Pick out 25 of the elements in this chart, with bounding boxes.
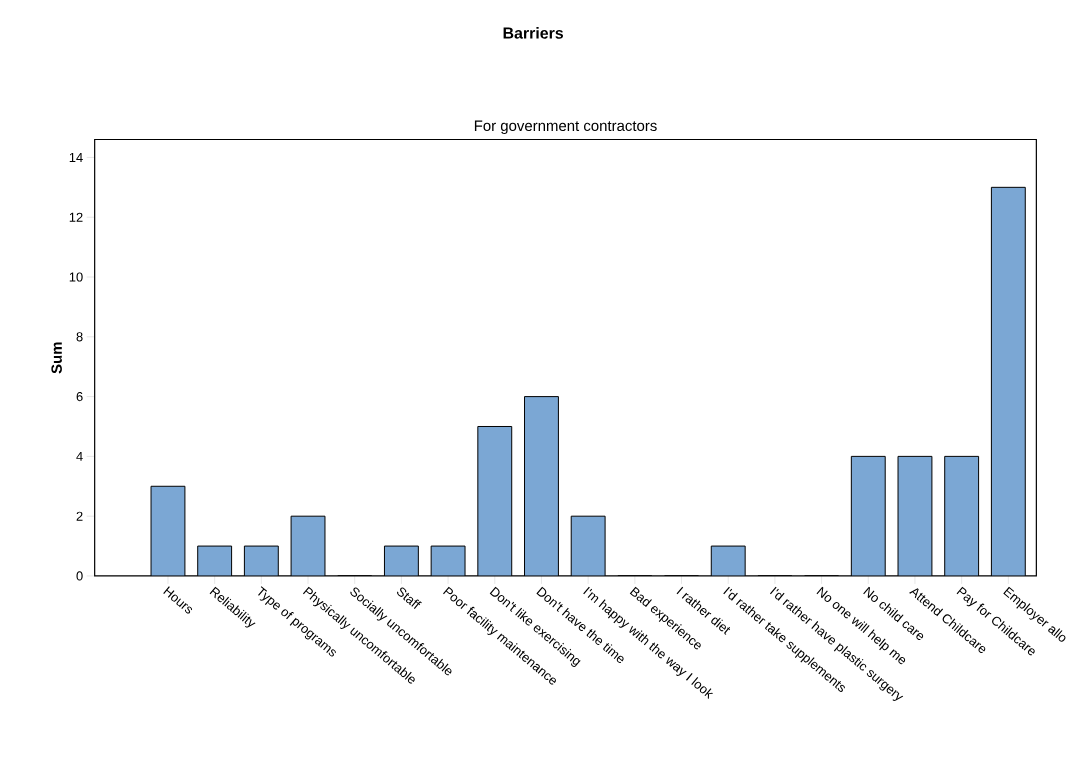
bar bbox=[477, 426, 512, 576]
y-tick-label: 4 bbox=[76, 451, 83, 461]
y-tick-label: 12 bbox=[69, 212, 83, 222]
bar bbox=[291, 516, 325, 576]
bar bbox=[711, 545, 746, 576]
y-tick-label: 10 bbox=[69, 272, 83, 282]
chart-subtitle: For government contractors bbox=[474, 120, 657, 134]
y-tick-label: 2 bbox=[76, 511, 83, 521]
y-axis-title: Sum bbox=[51, 342, 62, 374]
chart-title: Barriers bbox=[503, 26, 564, 39]
y-tick-label: 6 bbox=[76, 391, 83, 402]
bar bbox=[944, 456, 979, 576]
y-tick-label: 14 bbox=[69, 152, 83, 162]
y-tick-label: 8 bbox=[76, 332, 83, 342]
bar bbox=[384, 545, 419, 576]
x-tick-label: Staff bbox=[397, 587, 422, 609]
bar bbox=[571, 516, 606, 576]
bar bbox=[197, 545, 232, 576]
bar bbox=[151, 486, 185, 576]
bar bbox=[898, 456, 932, 576]
bar bbox=[524, 396, 559, 576]
bar bbox=[244, 545, 279, 576]
bar bbox=[851, 456, 886, 576]
bar bbox=[990, 186, 1026, 576]
y-tick-label: 0 bbox=[76, 571, 83, 581]
